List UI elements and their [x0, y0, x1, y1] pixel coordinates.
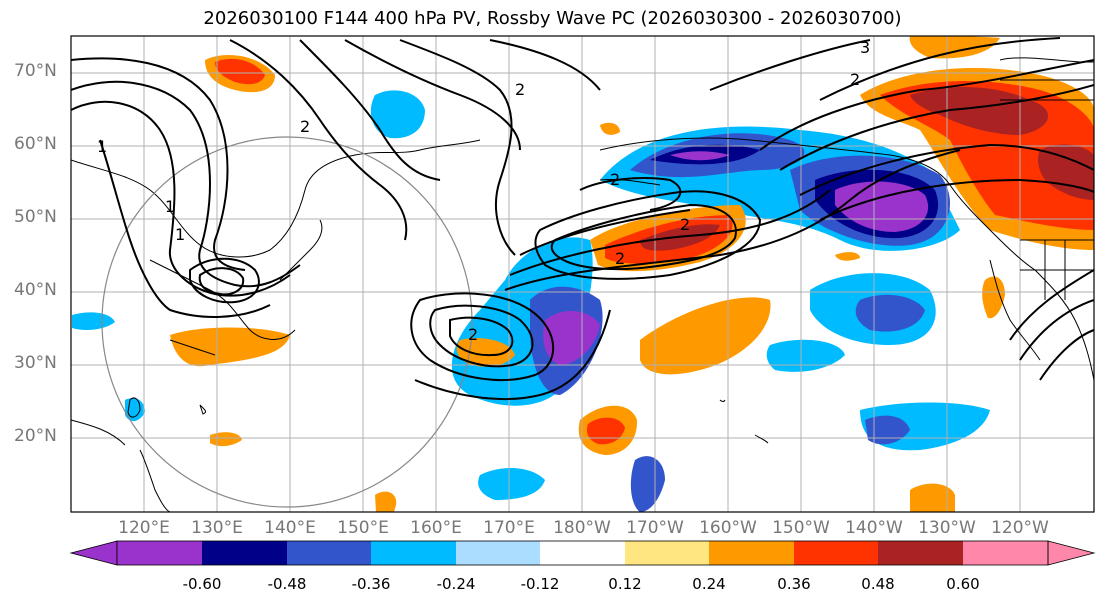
colorbar-tick-label: 0.60: [946, 575, 980, 593]
contour-label: 2: [615, 249, 625, 268]
lon-label: 160°W: [699, 518, 757, 538]
lon-label: 150°E: [337, 518, 389, 538]
anomaly-orange-region: [835, 252, 860, 261]
lon-label: 170°W: [626, 518, 684, 538]
contour-label: 2: [680, 215, 690, 234]
contour-label: 2: [300, 117, 310, 136]
anomaly-orange-region: [910, 483, 955, 512]
colorbar-swatch: [117, 541, 202, 565]
colorbar-swatch: [709, 541, 794, 565]
anomaly-orange-region: [982, 276, 1005, 319]
lon-label: 140°E: [264, 518, 316, 538]
wave-packet-circle: [101, 136, 473, 508]
colorbar-swatch: [287, 541, 371, 565]
anomaly-blue-region: [766, 339, 845, 372]
lon-label: 120°W: [991, 518, 1049, 538]
map-title: 2026030100 F144 400 hPa PV, Rossby Wave …: [203, 8, 902, 29]
colorbar-tick-label: -0.48: [267, 575, 307, 593]
map-frame: [70, 35, 1095, 513]
colorbar-extend-low: [69, 540, 118, 566]
contour-label: 1: [97, 137, 107, 156]
colorbar-swatch: [202, 541, 287, 565]
pv-shading: [72, 36, 1094, 512]
lat-label: 70°N: [14, 61, 57, 81]
contour-label: 3: [860, 38, 870, 57]
anomaly-blue-region: [370, 90, 425, 139]
colorbar-tick-label: 0.24: [692, 575, 726, 593]
anomaly-orange-region: [909, 36, 1000, 59]
anomaly-orange-region: [600, 122, 620, 135]
anomaly-blue-region: [865, 415, 910, 445]
pv-contours: [71, 37, 1094, 400]
anomaly-orange-region: [210, 432, 242, 447]
anomaly-orange-region: [456, 338, 515, 367]
contour-label: 1: [165, 197, 175, 216]
anomaly-blue-region: [855, 294, 925, 332]
colorbar-swatch: [963, 541, 1048, 565]
contour-label: 2: [610, 170, 620, 189]
lat-label: 60°N: [14, 134, 57, 154]
colorbar-tick-label: -0.36: [351, 575, 391, 593]
lon-label: 180°W: [553, 518, 611, 538]
contour-labels: 1 2 2 2 2 2 2 3 2 1 1: [97, 38, 870, 344]
colorbar-extend-high: [1047, 540, 1096, 566]
anomaly-blue-region: [478, 468, 545, 500]
colorbar-tick-label: 0.12: [608, 575, 642, 593]
colorbar-swatch: [625, 541, 709, 565]
colorbar-tick-label: -0.24: [436, 575, 476, 593]
lon-label: 150°W: [772, 518, 830, 538]
colorbar-tick-label: -0.60: [182, 575, 222, 593]
lon-label: 130°E: [191, 518, 243, 538]
colorbar-tick-label: 0.48: [861, 575, 895, 593]
lon-label: 120°E: [118, 518, 170, 538]
anomaly-orange-region: [640, 297, 771, 375]
contour-label: 1: [175, 225, 185, 244]
anomaly-blue-region: [72, 312, 115, 330]
anomaly-red-region: [215, 58, 265, 85]
anomaly-darkred-region: [1037, 144, 1094, 200]
lat-label: 20°N: [14, 426, 57, 446]
anomaly-darkred-region: [910, 86, 1049, 135]
contour-label: 2: [850, 70, 860, 89]
lat-label: 50°N: [14, 207, 57, 227]
colorbar-swatch: [878, 541, 963, 565]
anomaly-orange-region: [375, 491, 397, 512]
lon-label: 160°E: [410, 518, 462, 538]
lon-label: 170°E: [483, 518, 535, 538]
colorbar: [69, 540, 1096, 566]
colorbar-swatch: [540, 541, 625, 565]
lon-label: 130°W: [918, 518, 976, 538]
colorbar-swatch: [456, 541, 540, 565]
anomaly-purple-region: [670, 151, 730, 161]
colorbar-swatch: [794, 541, 878, 565]
contour-label: 2: [468, 325, 478, 344]
contour-label: 2: [515, 80, 525, 99]
colorbar-tick-label: 0.36: [777, 575, 811, 593]
colorbar-tick-label: -0.12: [520, 575, 560, 593]
colorbar-swatch: [371, 541, 456, 565]
lon-label: 140°W: [845, 518, 903, 538]
lat-label: 40°N: [14, 280, 57, 300]
lat-label: 30°N: [14, 353, 57, 373]
anomaly-purple-region: [543, 310, 600, 365]
anomaly-blue-region: [630, 456, 665, 512]
